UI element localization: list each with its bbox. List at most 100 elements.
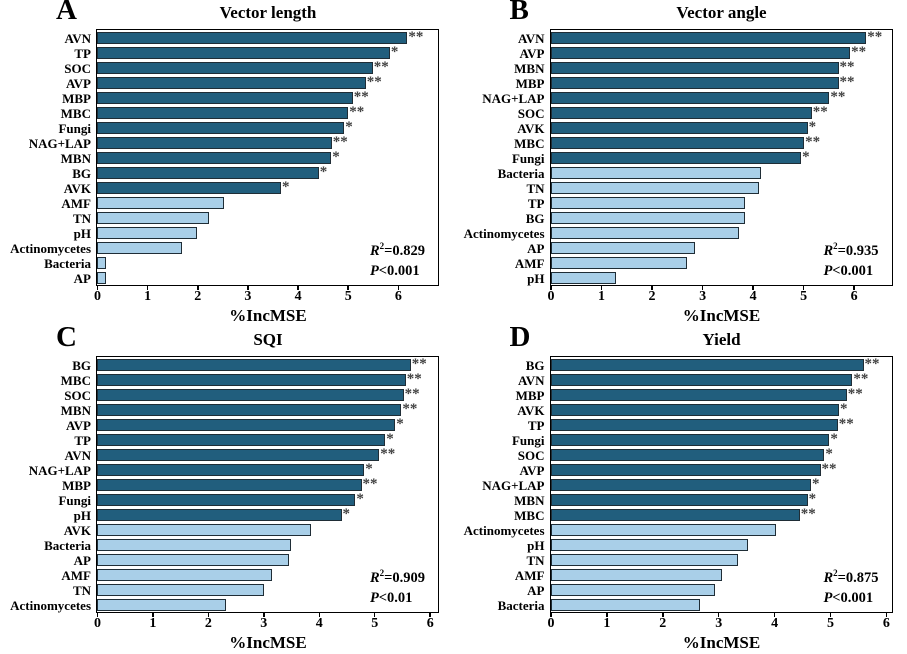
significance-marker: ** xyxy=(353,89,369,105)
r-squared-value: =0.829 xyxy=(384,242,425,259)
x-tick-label: 0 xyxy=(547,616,555,631)
importance-bar xyxy=(550,226,740,239)
r-superscript: 2 xyxy=(379,567,385,578)
bar-row xyxy=(550,255,892,270)
x-tick-mark xyxy=(701,286,704,290)
x-tick-mark xyxy=(152,613,154,617)
significance-marker: ** xyxy=(362,476,378,492)
panel-title: Yield xyxy=(702,330,741,349)
bar-row: ** xyxy=(550,387,892,402)
y-axis-label: AVK xyxy=(63,180,91,196)
importance-bar xyxy=(550,478,811,491)
x-tick-label: 1 xyxy=(603,616,611,631)
y-axis-label: MBN xyxy=(514,60,545,76)
panel-b: B Vector angle AVN AVP MBN MBP NAG+LAP SOC AVK MB… xyxy=(454,0,907,327)
x-tick-mark xyxy=(96,286,99,290)
significance-marker: ** xyxy=(839,74,855,90)
x-tick-mark xyxy=(318,613,321,617)
importance-bar xyxy=(97,523,311,536)
bar-row: ** xyxy=(550,105,892,120)
p-symbol: P xyxy=(369,262,379,279)
y-axis-label: MBN xyxy=(60,402,91,418)
bar-row xyxy=(97,255,438,270)
significance-marker: * xyxy=(825,446,833,462)
importance-bar xyxy=(550,166,762,179)
panel-body: BG MBC SOC MBN AVP TP AVN NAG+LAP MBP Fungi pH AVK B… xyxy=(0,356,454,653)
significance-marker: ** xyxy=(867,29,883,45)
x-tick-mark xyxy=(207,613,210,617)
y-axis-label: MBC xyxy=(514,507,545,523)
bar-row: ** xyxy=(97,75,438,90)
p-value-line: P<0.001 xyxy=(370,261,425,281)
bar-row: * xyxy=(97,507,438,522)
x-tick-label: 4 xyxy=(771,616,779,631)
importance-bar xyxy=(550,538,748,551)
panel-c: C SQI BG MBC SOC MBN AVP TP AVN NAG+LAP MBP Fungi pH… xyxy=(0,327,454,654)
y-axis-label: MBC xyxy=(60,105,91,121)
bar-row xyxy=(97,210,438,225)
bar-row xyxy=(97,552,438,567)
y-axis-label: BG xyxy=(72,357,91,373)
importance-bar xyxy=(97,448,380,461)
y-axis-label: SOC xyxy=(64,387,91,403)
y-axis-label: pH xyxy=(73,225,91,241)
x-tick-mark xyxy=(550,613,552,617)
x-tick-label: 2 xyxy=(194,289,202,304)
r-squared-line: R2=0.935 xyxy=(823,240,878,261)
y-axis-label: MBC xyxy=(60,372,91,388)
plot-column: ** ** ** ** * * ** * ** * * R2=0.909 P<0.01 0 1 2 3 4 5 6 %I… xyxy=(94,356,440,653)
bar-row xyxy=(550,552,892,567)
bar-row: * xyxy=(550,492,892,507)
x-axis-title: %IncMSE xyxy=(682,306,761,325)
importance-bar xyxy=(97,91,353,104)
x-tick-mark xyxy=(651,286,653,290)
stats-annotation: R2=0.875 P<0.001 xyxy=(823,567,878,608)
x-tick-mark xyxy=(263,613,265,617)
x-tick-mark xyxy=(347,286,349,290)
y-axis-labels: AVN TP SOC AVP MBP MBC Fungi NAG+LAP MBN BG AVK AMF… xyxy=(0,29,96,286)
y-axis-labels: AVN AVP MBN MBP NAG+LAP SOC AVK MBC Fungi Bacteri… xyxy=(454,29,550,286)
bar-row xyxy=(97,582,438,597)
significance-marker: * xyxy=(812,476,820,492)
bar-row xyxy=(550,537,892,552)
bar-row: ** xyxy=(550,135,892,150)
x-tick-label: 4 xyxy=(294,289,302,304)
significance-marker: ** xyxy=(404,386,420,402)
importance-bar xyxy=(97,418,396,431)
y-axis-label: SOC xyxy=(64,60,91,76)
y-axis-label: NAG+LAP xyxy=(482,477,545,493)
plot-column: ** * ** ** ** ** * ** * * * R2=0.829 P<0.001 0 1 2 3 4 5 6%… xyxy=(94,29,440,326)
p-symbol: P xyxy=(823,262,833,279)
bar-row: * xyxy=(97,45,438,60)
panel-title: SQI xyxy=(253,330,283,349)
y-axis-label: AVN xyxy=(518,372,545,388)
y-axis-label: TP xyxy=(74,45,91,61)
bar-row: ** xyxy=(97,30,438,45)
x-tick-mark xyxy=(802,286,805,290)
y-axis-label: AP xyxy=(527,582,545,598)
y-axis-label: AMF xyxy=(61,567,91,583)
r-symbol: R xyxy=(369,242,380,259)
significance-marker: ** xyxy=(406,371,422,387)
significance-marker: ** xyxy=(800,506,816,522)
plot-area: ** ** ** * ** * * ** * * ** R2=0.875 P<0.001 xyxy=(549,356,893,613)
importance-bar xyxy=(97,583,264,596)
bar-row: * xyxy=(97,120,438,135)
x-tick-label: 6 xyxy=(426,616,434,631)
bar-row xyxy=(97,567,438,582)
significance-marker: * xyxy=(356,491,364,507)
importance-bar xyxy=(97,166,319,179)
significance-marker: ** xyxy=(380,446,396,462)
x-tick-label: 2 xyxy=(648,289,656,304)
x-tick-label: 1 xyxy=(149,616,157,631)
y-axis-label: AVP xyxy=(519,462,545,478)
y-axis-label: MBN xyxy=(514,492,545,508)
x-tick-mark xyxy=(297,286,299,290)
importance-bar xyxy=(550,433,830,446)
bar-row xyxy=(550,195,892,210)
importance-bar xyxy=(550,271,616,284)
importance-bar xyxy=(97,256,106,269)
panel-letter: C xyxy=(56,327,78,353)
importance-bar xyxy=(97,181,281,194)
y-axis-label: MBC xyxy=(514,135,545,151)
